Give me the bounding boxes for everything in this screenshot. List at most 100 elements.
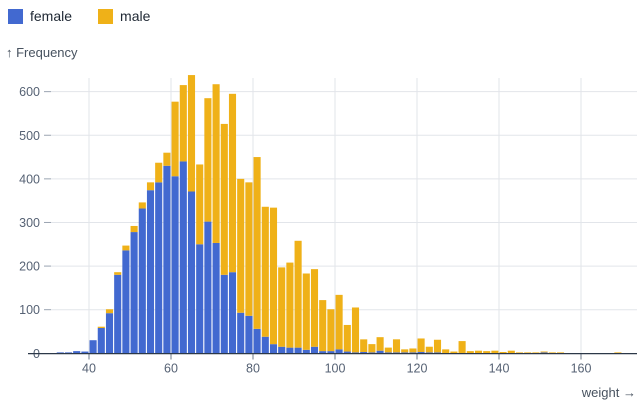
bar-male-150 xyxy=(540,351,548,353)
bar-female-70 xyxy=(212,242,220,354)
bar-male-118 xyxy=(409,348,417,353)
bar-male-42 xyxy=(97,326,105,329)
bar-female-106 xyxy=(360,351,368,354)
bar-male-52 xyxy=(138,202,146,209)
bar-female-112 xyxy=(384,352,392,354)
bar-male-108 xyxy=(368,344,376,353)
bar-female-44 xyxy=(105,313,114,354)
bar-female-114 xyxy=(392,352,401,354)
bar-male-152 xyxy=(548,352,556,354)
bar-male-44 xyxy=(105,309,114,314)
x-axis-title: weight → xyxy=(581,385,636,400)
bar-male-88 xyxy=(286,262,294,348)
bar-male-74 xyxy=(228,93,237,273)
bar-female-92 xyxy=(302,349,310,354)
bar-male-72 xyxy=(220,123,228,275)
x-tick-label: 160 xyxy=(571,362,592,376)
bar-female-108 xyxy=(368,352,376,354)
bar-male-124 xyxy=(433,339,442,353)
x-tick-label: 140 xyxy=(489,362,510,376)
bar-male-46 xyxy=(114,272,122,275)
bar-male-142 xyxy=(507,350,515,354)
bar-female-94 xyxy=(310,346,319,354)
x-tick-label: 100 xyxy=(325,362,346,376)
bar-female-62 xyxy=(179,161,187,354)
bar-female-78 xyxy=(245,315,253,354)
bars-layer xyxy=(56,75,622,354)
legend-item-male: male xyxy=(98,8,150,24)
bar-male-80 xyxy=(253,157,261,329)
y-tick-label: 100 xyxy=(19,303,40,317)
bar-male-146 xyxy=(524,352,532,354)
y-tick-label: 200 xyxy=(19,260,40,274)
bar-female-118 xyxy=(409,352,417,354)
bar-male-136 xyxy=(483,351,491,354)
bar-female-110 xyxy=(376,350,384,354)
bar-female-96 xyxy=(319,351,327,354)
bar-male-60 xyxy=(171,101,179,177)
bar-female-36 xyxy=(73,351,81,354)
legend-label-female: female xyxy=(30,8,73,24)
bar-male-112 xyxy=(384,347,392,353)
bar-female-40 xyxy=(89,340,97,354)
bar-male-144 xyxy=(515,352,524,354)
bar-female-122 xyxy=(425,352,433,354)
y-tick-label: 500 xyxy=(19,129,40,143)
bar-female-34 xyxy=(64,352,73,354)
bar-female-58 xyxy=(163,165,171,354)
bar-male-78 xyxy=(245,182,253,316)
bar-female-82 xyxy=(261,336,269,354)
legend-label-male: male xyxy=(120,8,151,24)
bar-male-110 xyxy=(376,337,384,351)
bar-female-84 xyxy=(269,344,278,354)
bar-male-76 xyxy=(237,178,245,313)
bar-male-104 xyxy=(351,307,360,353)
bar-female-100 xyxy=(335,349,343,354)
bar-male-58 xyxy=(163,152,171,166)
x-tick-label: 120 xyxy=(407,362,428,376)
bar-male-54 xyxy=(146,182,155,191)
bar-male-134 xyxy=(474,350,483,354)
bar-male-68 xyxy=(204,98,212,222)
y-tick-label: 600 xyxy=(19,85,40,99)
bar-male-96 xyxy=(319,300,327,352)
bar-male-82 xyxy=(261,206,269,337)
legend-swatch-female xyxy=(8,8,23,24)
bar-female-104 xyxy=(351,352,360,354)
bar-male-140 xyxy=(499,351,507,354)
bar-female-116 xyxy=(401,352,409,354)
bar-female-120 xyxy=(417,351,425,354)
bar-female-74 xyxy=(228,272,237,354)
bar-female-72 xyxy=(220,274,228,354)
bar-male-138 xyxy=(491,350,499,354)
y-tick-label: 300 xyxy=(19,216,40,230)
x-tick-label: 40 xyxy=(82,362,96,376)
bar-male-154 xyxy=(556,352,565,354)
bar-male-102 xyxy=(343,324,351,352)
bar-male-50 xyxy=(130,225,138,233)
bar-male-62 xyxy=(179,85,187,162)
bar-male-114 xyxy=(392,339,401,353)
bar-male-56 xyxy=(155,162,163,183)
bar-female-98 xyxy=(327,351,335,354)
bar-male-94 xyxy=(310,269,319,347)
bar-male-128 xyxy=(450,351,458,354)
bar-male-86 xyxy=(278,267,286,347)
bar-female-80 xyxy=(253,328,261,354)
bar-male-90 xyxy=(294,240,302,348)
bar-male-64 xyxy=(187,75,196,192)
bar-female-102 xyxy=(343,351,351,354)
bar-male-120 xyxy=(417,338,425,352)
x-tick-label: 80 xyxy=(246,362,260,376)
bar-female-56 xyxy=(155,182,163,354)
bar-male-130 xyxy=(458,341,466,354)
bar-male-122 xyxy=(425,346,433,353)
bar-female-50 xyxy=(130,232,138,354)
bar-male-132 xyxy=(466,351,474,354)
bar-female-38 xyxy=(81,351,89,354)
bar-male-126 xyxy=(442,349,450,354)
legend-swatch-male xyxy=(98,8,114,24)
